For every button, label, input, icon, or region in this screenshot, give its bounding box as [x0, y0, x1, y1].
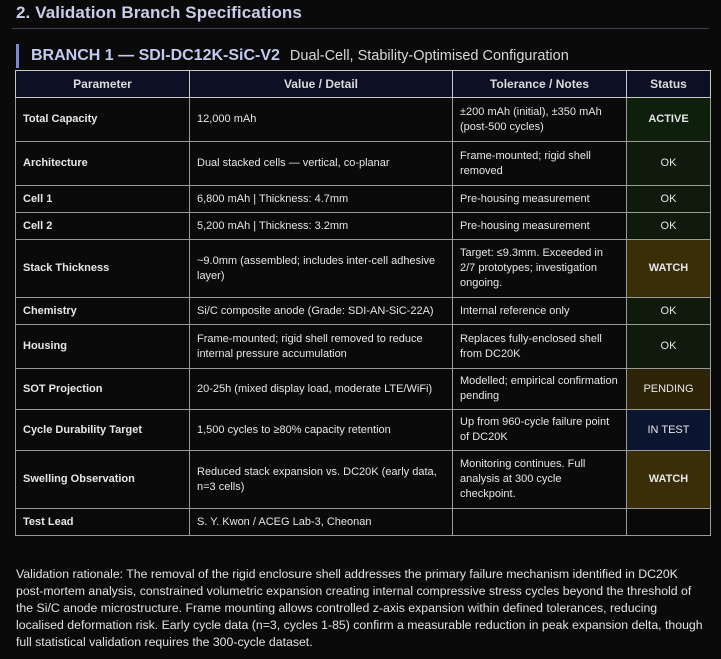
cell-status: OK	[626, 212, 711, 240]
cell-status: IN TEST	[626, 409, 711, 451]
cell-parameter: SOT Projection	[15, 368, 190, 410]
table-row: Total Capacity 12,000 mAh ±200 mAh (initia…	[15, 97, 711, 142]
cell-parameter: Cycle Durability Target	[15, 409, 190, 451]
cell-parameter: Housing	[15, 324, 190, 369]
table-row: Swelling Observation Reduced stack expans…	[15, 450, 711, 509]
cell-status: OK	[626, 324, 711, 369]
cell-value: 12,000 mAh	[189, 97, 453, 142]
cell-parameter: Swelling Observation	[15, 450, 190, 509]
cell-status: WATCH	[626, 450, 711, 509]
cell-status: OK	[626, 297, 711, 325]
cell-value: Reduced stack expansion vs. DC20K (early…	[189, 450, 453, 509]
cell-value: Dual stacked cells — vertical, co-planar	[189, 141, 453, 186]
cell-status: WATCH	[626, 239, 711, 298]
cell-parameter: Stack Thickness	[15, 239, 190, 298]
cell-tolerance: Internal reference only	[452, 297, 627, 325]
table-row: Chemistry Si/C composite anode (Grade: SD…	[15, 297, 711, 325]
cell-tolerance: Modelled; empirical confirmation pending	[452, 368, 627, 410]
spec-table: Parameter Value / Detail Tolerance / Not…	[15, 70, 711, 536]
section-divider	[12, 28, 709, 29]
cell-status	[626, 508, 711, 536]
cell-status: OK	[626, 185, 711, 213]
header-tolerance: Tolerance / Notes	[452, 70, 627, 98]
cell-status: PENDING	[626, 368, 711, 410]
cell-parameter: Total Capacity	[15, 97, 190, 142]
cell-parameter: Cell 1	[15, 185, 190, 213]
cell-value: 5,200 mAh | Thickness: 3.2mm	[189, 212, 453, 240]
cell-value: S. Y. Kwon / ACEG Lab-3, Cheonan	[189, 508, 453, 536]
validation-rationale: Validation rationale: The removal of the…	[16, 567, 703, 649]
cell-parameter: Test Lead	[15, 508, 190, 536]
header-status: Status	[626, 70, 711, 98]
cell-tolerance: Target: ≤9.3mm. Exceeded in 2/7 prototyp…	[452, 239, 627, 298]
table-row: Cell 2 5,200 mAh | Thickness: 3.2mm Pre-ho…	[15, 212, 711, 240]
table-row: Test Lead S. Y. Kwon / ACEG Lab-3, Cheona…	[15, 508, 711, 536]
header-value: Value / Detail	[189, 70, 453, 98]
cell-status: OK	[626, 141, 711, 186]
cell-tolerance: Monitoring continues. Full analysis at 3…	[452, 450, 627, 509]
branch-id: BRANCH 1 — SDI-DC12K-SiC-V2	[31, 47, 280, 64]
header-parameter: Parameter	[15, 70, 190, 98]
branch-accent-bar	[16, 44, 19, 68]
cell-tolerance: ±200 mAh (initial), ±350 mAh (post-500 c…	[452, 97, 627, 142]
cell-value: Frame-mounted; rigid shell removed to re…	[189, 324, 453, 369]
cell-parameter: Cell 2	[15, 212, 190, 240]
branch-subtitle: Dual-Cell, Stability-Optimised Configura…	[289, 48, 569, 64]
cell-tolerance: Pre-housing measurement	[452, 212, 627, 240]
table-row: SOT Projection 20-25h (mixed display load…	[15, 368, 711, 410]
cell-tolerance	[452, 508, 627, 536]
cell-value: 1,500 cycles to ≥80% capacity retention	[189, 409, 453, 451]
cell-tolerance: Pre-housing measurement	[452, 185, 627, 213]
cell-value: 20-25h (mixed display load, moderate LTE…	[189, 368, 453, 410]
cell-parameter: Chemistry	[15, 297, 190, 325]
table-row: Stack Thickness ~9.0mm (assembled; includ…	[15, 239, 711, 298]
table-row: Cycle Durability Target 1,500 cycles to ≥…	[15, 409, 711, 451]
table-row: Housing Frame-mounted; rigid shell remove…	[15, 324, 711, 369]
cell-tolerance: Frame-mounted; rigid shell removed	[452, 141, 627, 186]
table-row: Architecture Dual stacked cells — vertica…	[15, 141, 711, 186]
cell-status: ACTIVE	[626, 97, 711, 142]
cell-tolerance: Replaces fully-enclosed shell from DC20K	[452, 324, 627, 369]
table-header-row: Parameter Value / Detail Tolerance / Not…	[15, 70, 711, 98]
cell-parameter: Architecture	[15, 141, 190, 186]
cell-tolerance: Up from 960-cycle failure point of DC20K	[452, 409, 627, 451]
cell-value: 6,800 mAh | Thickness: 4.7mm	[189, 185, 453, 213]
branch-header: BRANCH 1 — SDI-DC12K-SiC-V2 Dual-Cell, S…	[16, 44, 569, 68]
cell-value: ~9.0mm (assembled; includes inter-cell a…	[189, 239, 453, 298]
cell-value: Si/C composite anode (Grade: SDI-AN-SiC-…	[189, 297, 453, 325]
section-title: 2. Validation Branch Specifications	[16, 3, 302, 22]
table-row: Cell 1 6,800 mAh | Thickness: 4.7mm Pre-ho…	[15, 185, 711, 213]
